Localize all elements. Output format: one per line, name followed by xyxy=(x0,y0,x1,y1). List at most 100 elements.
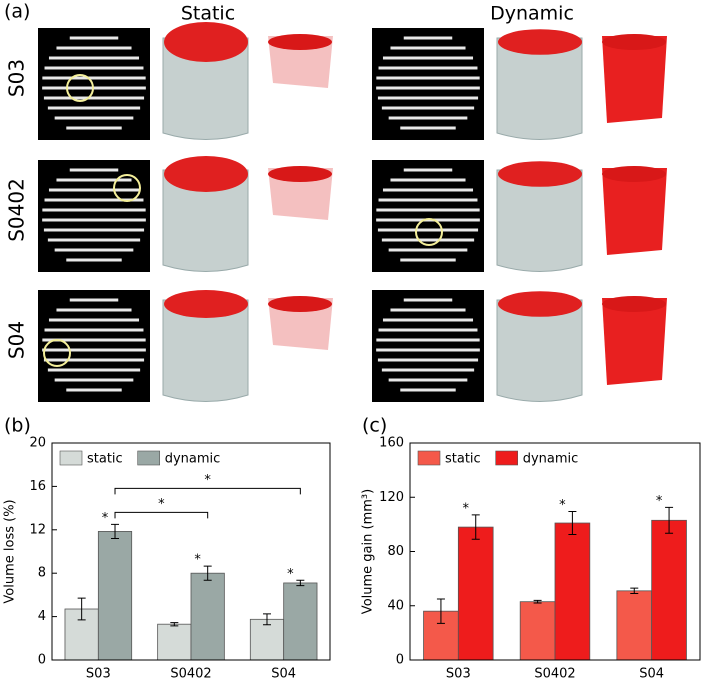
legend-swatch xyxy=(59,450,83,466)
panel-label: (a) xyxy=(4,1,30,23)
significance: * xyxy=(656,494,663,509)
error-bar xyxy=(296,579,305,587)
legend-swatch xyxy=(137,450,161,466)
bar xyxy=(283,582,318,661)
infiltrate-only xyxy=(602,168,667,255)
infiltrate xyxy=(498,291,582,317)
y-tick-label: 16 xyxy=(29,479,46,494)
bar xyxy=(457,526,494,661)
bracket xyxy=(114,487,301,495)
plot-frame xyxy=(409,442,701,661)
x-tick-label: S0402 xyxy=(534,667,575,680)
y-axis-label: Volume loss (%) xyxy=(3,499,18,603)
infiltrate xyxy=(164,290,248,318)
infiltrate-top xyxy=(268,166,332,182)
highlight xyxy=(113,174,141,202)
error-bar xyxy=(77,597,86,621)
row-label: S04 xyxy=(5,321,29,359)
legend-swatch xyxy=(417,450,441,466)
y-tick-label: 20 xyxy=(29,436,46,451)
significance: * xyxy=(287,567,294,582)
infiltrate-only xyxy=(268,168,333,220)
error-bar xyxy=(203,565,212,581)
x-tick-label: S0402 xyxy=(170,667,211,680)
legend-label: static xyxy=(87,452,123,467)
slice-bg xyxy=(38,290,150,402)
row-label: S03 xyxy=(5,59,29,97)
bar xyxy=(519,601,556,661)
error-bar xyxy=(262,613,271,626)
y-tick-label: 8 xyxy=(38,566,46,581)
row-label: S0402 xyxy=(5,178,29,242)
legend-swatch xyxy=(495,450,519,466)
bar xyxy=(554,522,591,661)
legend-label: dynamic xyxy=(523,452,579,467)
error-bar xyxy=(436,598,445,624)
plot-frame xyxy=(51,442,331,661)
infiltrate-only xyxy=(268,36,333,88)
error-bar xyxy=(111,523,120,539)
infiltrate xyxy=(164,156,248,192)
bar xyxy=(157,623,192,661)
y-tick-label: 80 xyxy=(387,544,404,559)
slice-bg xyxy=(372,290,484,402)
y-tick-label: 160 xyxy=(379,436,404,451)
x-tick-label: S03 xyxy=(446,667,471,680)
error-bar xyxy=(630,587,639,595)
y-tick-label: 0 xyxy=(38,653,46,668)
infiltrate-top xyxy=(268,296,332,312)
scaffold xyxy=(496,37,583,140)
legend-label: static xyxy=(445,452,481,467)
scaffold xyxy=(496,169,583,272)
infiltrate-top xyxy=(268,34,332,50)
infiltrate-top xyxy=(602,166,666,182)
x-tick-label: S04 xyxy=(639,667,664,680)
error-bar xyxy=(568,510,577,536)
scaffold xyxy=(162,37,249,140)
error-bar xyxy=(471,514,480,540)
error-bar xyxy=(170,622,179,627)
bracket xyxy=(114,511,209,519)
significance: * xyxy=(102,511,109,526)
y-axis-label: Volume gain (mm³) xyxy=(361,489,376,614)
bar xyxy=(651,519,687,661)
highlight xyxy=(66,74,94,102)
scaffold xyxy=(496,299,583,402)
highlight xyxy=(43,339,71,367)
y-tick-label: 120 xyxy=(379,490,404,505)
infiltrate xyxy=(164,22,248,62)
micrographs xyxy=(38,22,667,402)
y-tick-label: 40 xyxy=(387,598,404,613)
scaffold xyxy=(162,169,249,272)
infiltrate-only xyxy=(268,298,333,350)
error-bar xyxy=(533,599,542,604)
panel-label: (b) xyxy=(4,415,31,437)
slice-bg xyxy=(372,28,484,140)
panel-label: (c) xyxy=(362,415,387,437)
significance: * xyxy=(158,497,165,512)
significance: * xyxy=(194,553,201,568)
error-bar xyxy=(665,506,674,534)
bar xyxy=(97,531,133,661)
y-tick-label: 0 xyxy=(396,653,404,668)
legend-label: dynamic xyxy=(165,452,221,467)
infiltrate-top xyxy=(602,296,666,312)
slice-bg xyxy=(38,28,150,140)
significance: * xyxy=(204,473,211,488)
infiltrate xyxy=(498,29,582,55)
x-tick-label: S04 xyxy=(271,667,296,680)
infiltrate xyxy=(498,161,582,187)
bar xyxy=(616,590,653,661)
bar xyxy=(190,572,225,661)
x-tick-label: S03 xyxy=(86,667,111,680)
column-title: Static xyxy=(181,3,235,25)
infiltrate-only xyxy=(602,298,667,385)
y-tick-label: 12 xyxy=(29,522,46,537)
bar xyxy=(249,618,285,661)
y-tick-label: 4 xyxy=(38,609,46,624)
scaffold xyxy=(162,299,249,402)
column-title: Dynamic xyxy=(490,3,574,25)
slice-bg xyxy=(372,160,484,272)
